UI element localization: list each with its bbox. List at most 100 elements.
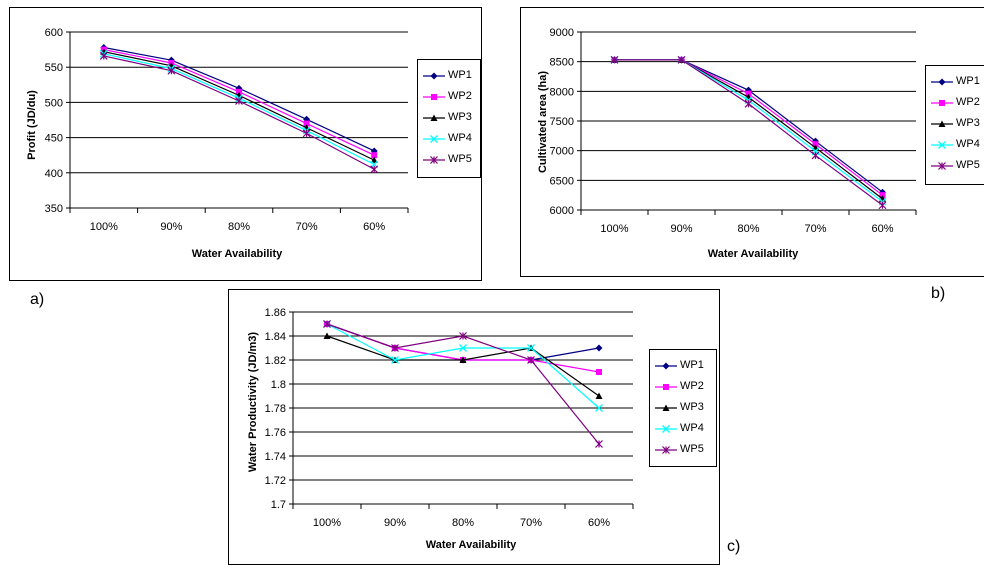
marker-stroke	[430, 135, 438, 143]
data-point-wp5	[459, 332, 467, 340]
data-point-wp5	[811, 151, 820, 160]
legend-item-wp4: WP4	[650, 421, 716, 437]
legend-swatch	[423, 94, 445, 100]
y-tick-label: 1.78	[265, 403, 286, 415]
legend-item-wp3: WP3	[650, 400, 716, 416]
series-line-wp5	[103, 55, 375, 170]
legend-item-wp3: WP3	[418, 110, 480, 126]
marker-stroke	[938, 141, 946, 149]
x-tick-label: 90%	[384, 517, 406, 529]
x-axis-label: Water Availability	[191, 248, 283, 260]
x-tick-label: 100%	[600, 223, 628, 235]
chart-panel-water-productivity: 1.7 1.72 1.74 1.76 1.78 1.8 1.82 1.84 1.86 100% 90…	[228, 289, 720, 565]
data-point-wp4	[459, 344, 467, 352]
x-tick-label: 70%	[520, 517, 542, 529]
data-point-wp3	[100, 48, 108, 55]
data-point-wp5	[391, 344, 399, 352]
legend-item-wp1: WP1	[650, 358, 716, 374]
legend-swatch-marker	[430, 114, 438, 121]
y-tick-label: 1.76	[265, 427, 286, 439]
legend-label: WP5	[956, 159, 980, 171]
y-axis-label: Cultivated area (ha)	[537, 70, 549, 174]
legend-item-wp5: WP5	[418, 152, 480, 168]
data-point-wp3	[370, 156, 378, 164]
y-tick-label: 7000	[550, 146, 574, 158]
legend-label: WP2	[956, 96, 980, 108]
data-point-wp5	[99, 52, 108, 60]
legend-item-wp1: WP1	[418, 68, 480, 84]
y-tick-label: 1.86	[265, 307, 286, 319]
legend-swatch	[931, 78, 953, 86]
panel-label-a: a)	[30, 291, 45, 308]
data-point-wp2	[745, 90, 752, 97]
legend-label: WP3	[956, 117, 980, 129]
data-point-wp2	[596, 369, 602, 375]
x-tick-label: 80%	[737, 223, 759, 235]
y-axis-label: Water Productivity (JD/m3)	[247, 331, 259, 473]
data-point-wp5	[595, 440, 603, 448]
data-point-wp2	[371, 152, 378, 159]
legend-swatch-marker	[662, 446, 670, 454]
chart-panel-profit: 350 400 450 500 550 600 100% 90% 80% 70% 60% Profi…	[9, 7, 482, 281]
chart-plot-water-productivity: 1.7 1.72 1.74 1.76 1.78 1.8 1.82 1.84 1.86 100% 90…	[265, 307, 634, 529]
y-tick-label: 1.8	[271, 379, 286, 391]
legend-swatch	[655, 404, 677, 411]
legend-swatch-marker	[430, 135, 438, 143]
y-tick-label: 550	[45, 62, 63, 74]
legend-label: WP4	[680, 422, 704, 434]
legend-swatch-marker	[938, 78, 946, 86]
legend-swatch	[655, 384, 677, 390]
legend-item-wp4: WP4	[926, 137, 984, 153]
data-point-wp4	[527, 344, 535, 352]
data-point-wp4	[391, 356, 399, 364]
y-tick-label: 6000	[550, 205, 574, 217]
x-tick-label: 100%	[90, 221, 118, 233]
y-tick-label: 1.7	[271, 499, 286, 511]
x-axis-label: Water Availability	[707, 248, 799, 260]
legend-swatch	[655, 446, 677, 454]
marker-stroke	[527, 344, 535, 352]
data-point-wp5	[323, 320, 331, 328]
legend-item-wp2: WP2	[926, 95, 984, 111]
legend: WP1 WP2 WP3 WP4 WP5	[925, 65, 984, 185]
legend-swatch-marker	[938, 162, 946, 170]
y-axis-label: Profit (JD/du)	[26, 90, 38, 160]
legend-item-wp5: WP5	[926, 158, 984, 174]
series-line-wp1	[326, 323, 600, 361]
data-point-wp5	[527, 356, 535, 364]
legend: WP1 WP2 WP3 WP4 WP5	[417, 59, 481, 178]
chart-panel-cultivated-area: 6000 6500 7000 7500 8000 8500 9000 100% 90% 80% 70…	[520, 7, 984, 277]
y-tick-label: 450	[45, 133, 63, 145]
data-point-wp5	[370, 165, 379, 174]
legend-swatch-marker	[663, 384, 669, 390]
legend-item-wp2: WP2	[418, 89, 480, 105]
legend-swatch	[655, 425, 677, 433]
data-point-wp3	[595, 392, 603, 399]
y-tick-label: 1.82	[265, 355, 286, 367]
panel-label-b: b)	[931, 285, 946, 302]
x-tick-label: 80%	[452, 517, 474, 529]
legend-swatch	[423, 156, 445, 164]
legend-swatch	[423, 72, 445, 80]
legend-swatch	[931, 162, 953, 170]
x-axis-label: Water Availability	[425, 539, 517, 551]
data-point-wp5	[610, 55, 619, 64]
y-tick-label: 9000	[550, 27, 574, 39]
legend-label: WP5	[680, 443, 704, 455]
legend-item-wp3: WP3	[926, 116, 984, 132]
legend-swatch-marker	[430, 156, 438, 164]
data-point-wp2	[303, 120, 310, 127]
legend-swatch-marker	[662, 404, 670, 411]
data-point-wp5	[235, 97, 243, 105]
legend-swatch	[423, 135, 445, 143]
legend-label: WP2	[680, 380, 704, 392]
legend-label: WP3	[680, 401, 704, 413]
legend-swatch-marker	[938, 120, 946, 127]
y-tick-label: 500	[45, 97, 63, 109]
data-point-wp2	[812, 141, 819, 148]
legend-swatch	[931, 141, 953, 149]
x-tick-label: 70%	[804, 223, 826, 235]
legend-swatch-marker	[430, 72, 438, 80]
legend-swatch-marker	[662, 362, 670, 370]
legend-item-wp4: WP4	[418, 131, 480, 147]
